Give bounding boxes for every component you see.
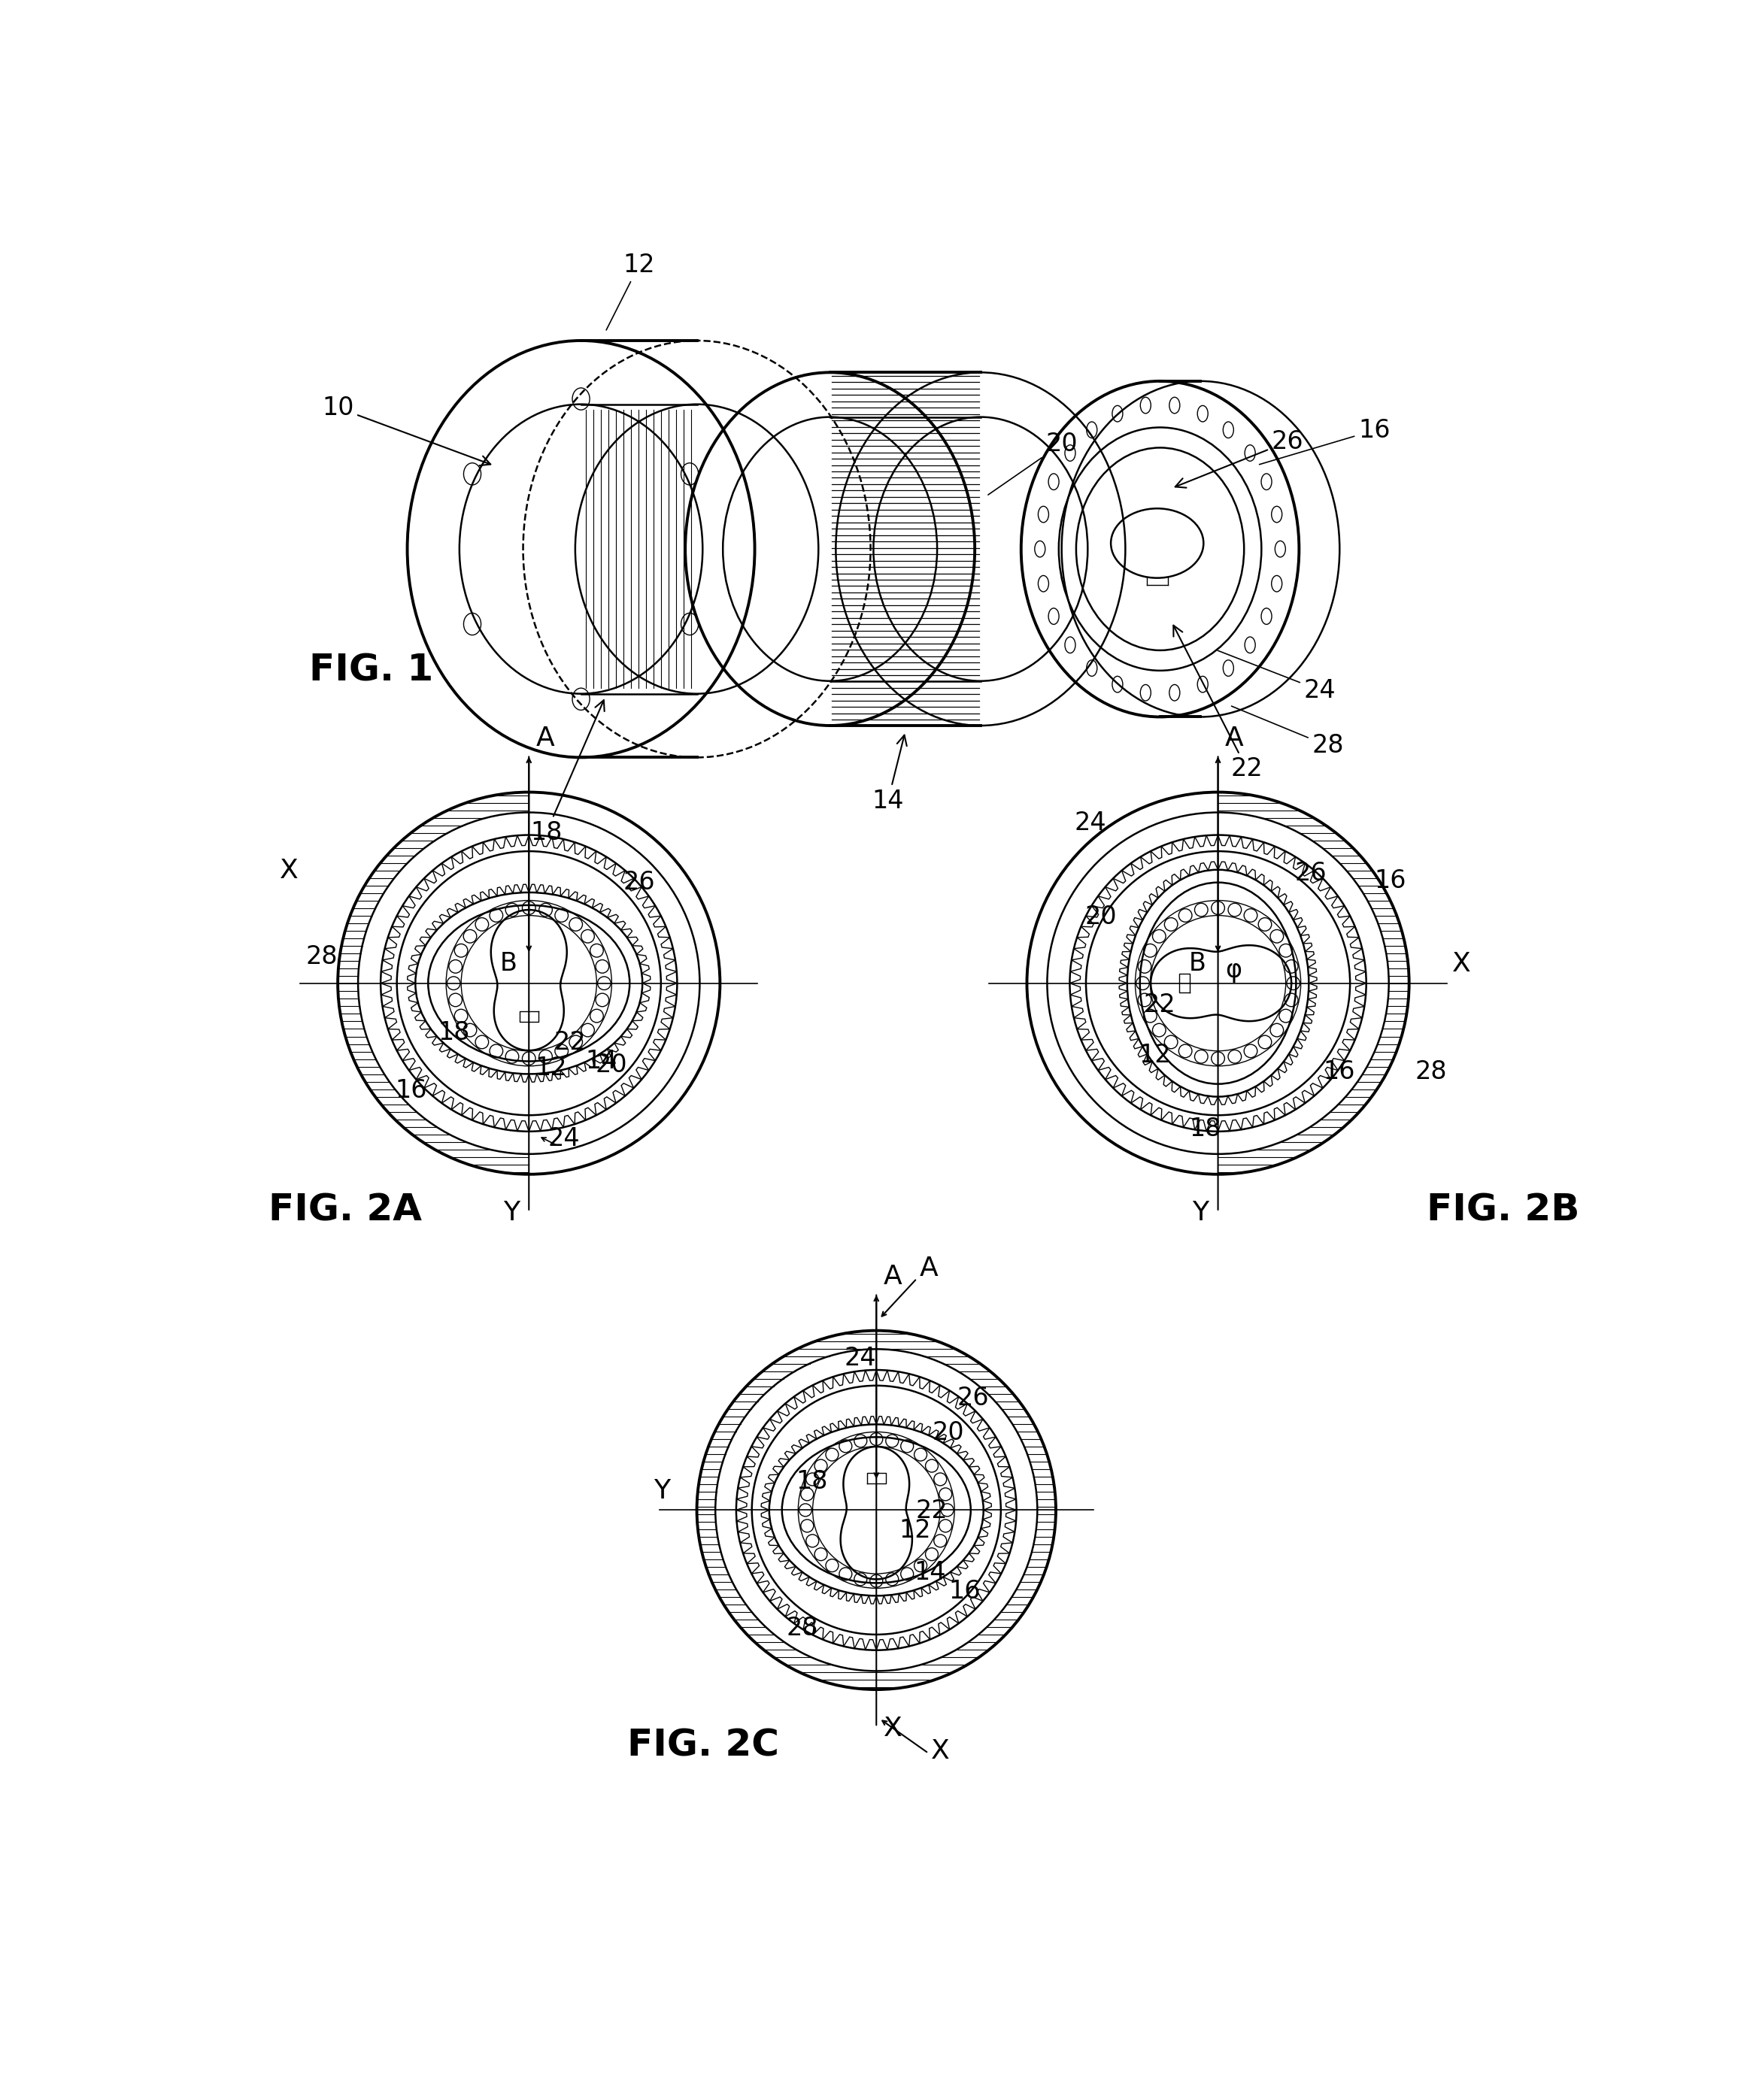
Text: 20: 20	[1085, 905, 1116, 928]
Text: 16: 16	[1259, 418, 1391, 464]
Text: X: X	[931, 1739, 951, 1764]
Text: 28: 28	[1415, 1058, 1447, 1084]
Text: Y: Y	[1193, 1201, 1208, 1226]
Text: 24: 24	[1217, 651, 1335, 704]
Text: A: A	[883, 1264, 902, 1289]
Text: φ: φ	[1226, 958, 1241, 983]
Text: X: X	[1452, 951, 1471, 976]
Text: 22: 22	[554, 1029, 587, 1054]
Text: A: A	[919, 1256, 938, 1281]
Text: 26: 26	[1175, 430, 1304, 487]
Text: X: X	[883, 1716, 902, 1741]
Text: 28: 28	[787, 1617, 818, 1640]
Text: 22: 22	[1144, 993, 1175, 1016]
Text: 18: 18	[531, 699, 604, 844]
Text: 28: 28	[1231, 706, 1344, 758]
Text: A: A	[1226, 724, 1243, 752]
Text: 16: 16	[949, 1579, 980, 1604]
Text: 14: 14	[585, 1048, 618, 1073]
Text: 26: 26	[1295, 861, 1327, 886]
Text: A: A	[536, 724, 554, 752]
Text: 20: 20	[933, 1420, 965, 1445]
Text: 22: 22	[916, 1497, 947, 1522]
Text: 16: 16	[1374, 867, 1407, 892]
Text: 16: 16	[395, 1077, 427, 1102]
Text: 12: 12	[1139, 1044, 1170, 1069]
Text: B: B	[500, 951, 517, 976]
Text: 14: 14	[872, 735, 907, 813]
Text: Y: Y	[653, 1478, 670, 1504]
Text: 16: 16	[1323, 1058, 1354, 1084]
Text: FIG. 2B: FIG. 2B	[1426, 1193, 1579, 1228]
Text: FIG. 1: FIG. 1	[308, 653, 434, 689]
Text: 12: 12	[534, 1056, 568, 1079]
Text: FIG. 2A: FIG. 2A	[268, 1193, 421, 1228]
Text: 26: 26	[623, 869, 655, 895]
Text: 18: 18	[796, 1470, 829, 1493]
Text: FIG. 2C: FIG. 2C	[627, 1728, 780, 1764]
Text: 18: 18	[439, 1021, 470, 1046]
Text: 24: 24	[548, 1126, 580, 1151]
Text: 22: 22	[1173, 626, 1262, 781]
Text: 24: 24	[1074, 811, 1107, 836]
Text: B: B	[1189, 951, 1207, 976]
Text: Y: Y	[503, 1201, 519, 1226]
Text: 12: 12	[898, 1518, 931, 1544]
Text: 10: 10	[322, 395, 491, 466]
Text: 24: 24	[844, 1346, 876, 1371]
Text: 28: 28	[306, 945, 338, 970]
Text: 20: 20	[595, 1052, 629, 1077]
Text: X: X	[280, 857, 298, 884]
Text: 12: 12	[606, 252, 655, 330]
Text: 18: 18	[1189, 1117, 1220, 1140]
Text: 20: 20	[989, 430, 1078, 496]
Text: 14: 14	[914, 1560, 945, 1586]
Text: 26: 26	[958, 1386, 989, 1411]
